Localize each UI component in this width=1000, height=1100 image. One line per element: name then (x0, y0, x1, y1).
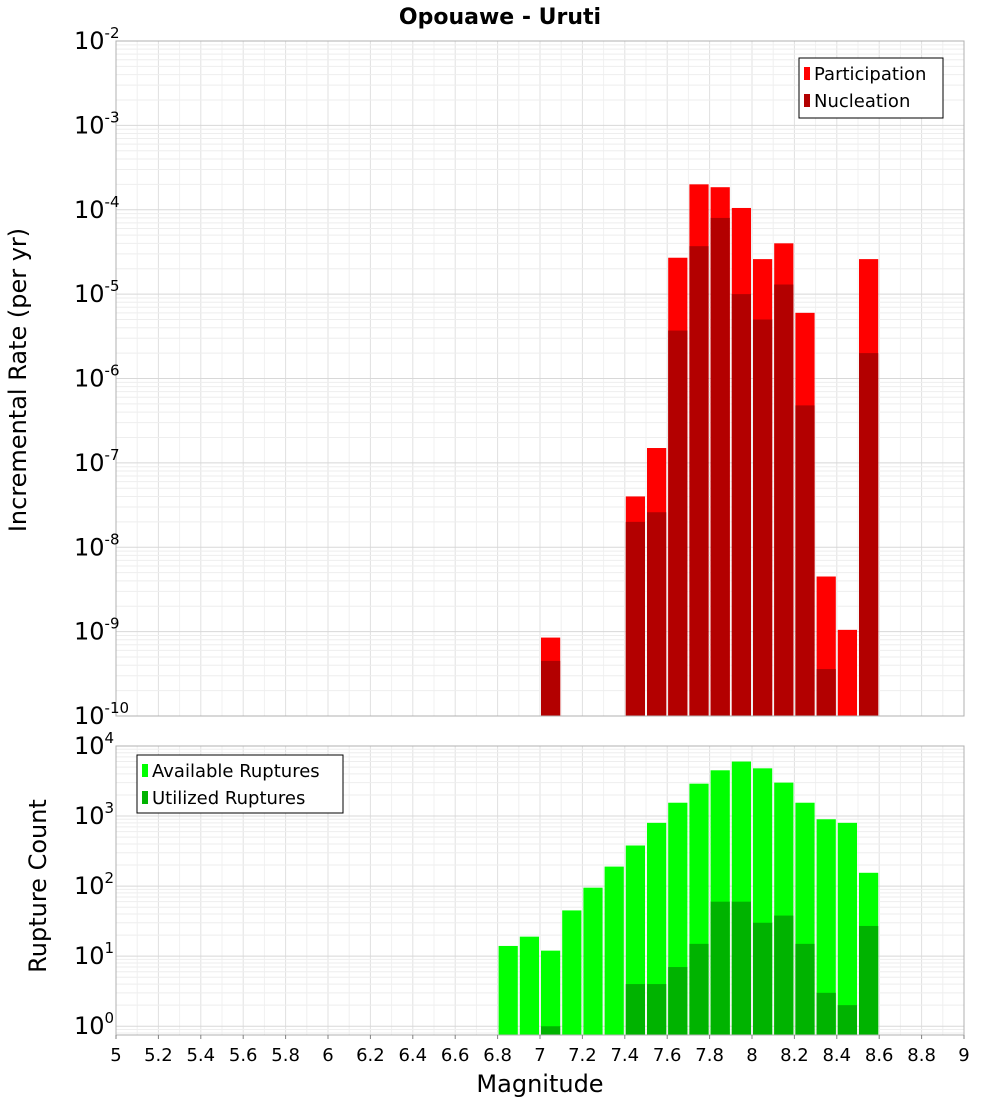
y-tick-label: 101 (74, 939, 114, 970)
bar (837, 629, 857, 716)
x-tick-label: 5.6 (229, 1045, 258, 1066)
grid (115, 40, 965, 717)
bar (774, 915, 794, 1035)
bar (859, 353, 879, 716)
bar (541, 950, 561, 1035)
legend-label: Nucleation (814, 91, 910, 112)
bar (583, 887, 603, 1035)
bar (541, 660, 561, 716)
x-tick-label: 7.8 (695, 1045, 724, 1066)
bar (816, 992, 836, 1035)
x-tick-label: 7 (534, 1045, 545, 1066)
legend-label: Utilized Ruptures (152, 788, 305, 809)
legend-label: Available Ruptures (152, 761, 320, 782)
x-tick-label: 5.4 (186, 1045, 215, 1066)
bar (753, 319, 773, 716)
y-tick-labels: 100 101 102 103 104 (74, 729, 114, 1040)
bar (519, 936, 539, 1035)
y-tick-label: 10-2 (74, 24, 120, 55)
x-tick-label: 8.2 (780, 1045, 809, 1066)
bar (731, 294, 751, 716)
bar (753, 922, 773, 1035)
series-utilized-ruptures (541, 901, 879, 1035)
bar (774, 284, 794, 716)
y-tick-label: 10-7 (74, 446, 120, 477)
x-tick-label: 5.2 (144, 1045, 173, 1066)
count-y-axis-label: Rupture Count (24, 799, 52, 973)
x-tick-label: 6.6 (441, 1045, 470, 1066)
bar (625, 521, 645, 716)
x-tick-label: 8.4 (822, 1045, 851, 1066)
y-tick-label: 10-3 (74, 108, 120, 139)
x-tick-label: 8.8 (907, 1045, 936, 1066)
x-tick-label: 8 (746, 1045, 757, 1066)
y-tick-label: 104 (74, 729, 114, 760)
x-tick-label: 7.4 (610, 1045, 639, 1066)
bar (604, 866, 624, 1035)
x-tick-label: 6.2 (356, 1045, 385, 1066)
y-tick-label: 10-10 (74, 699, 129, 730)
bar (710, 217, 730, 716)
bar (647, 822, 667, 1035)
bar (562, 910, 582, 1035)
bars (541, 184, 879, 717)
x-axis-label: Magnitude (476, 1070, 603, 1098)
y-tick-label: 100 (74, 1009, 114, 1040)
y-tick-label: 102 (74, 869, 114, 900)
legend-box (798, 57, 944, 119)
legend-swatch (142, 764, 148, 777)
x-tick-label: 7.6 (653, 1045, 682, 1066)
x-tick-label: 6.4 (398, 1045, 427, 1066)
y-tick-label: 103 (74, 799, 114, 830)
x-tick-labels: 5 5.2 5.4 5.6 5.8 6 6.2 6.4 6.6 6.8 7 7.2 7.4 7.6 7.8 8… (110, 1035, 970, 1066)
bar (668, 967, 688, 1035)
bar (668, 330, 688, 716)
x-tick-label: 9 (958, 1045, 969, 1066)
y-tick-label: 10-5 (74, 277, 120, 308)
bar (731, 901, 751, 1035)
y-tick-label: 10-4 (74, 193, 120, 224)
bar (837, 1005, 857, 1035)
bar (625, 984, 645, 1035)
bar (647, 512, 667, 716)
bar (816, 669, 836, 716)
bar (795, 943, 815, 1035)
y-tick-labels: 10-10 10-9 10-8 10-7 10-6 10-5 10-4 10-3 10-2 (74, 24, 129, 730)
rate-y-axis-label: Incremental Rate (per yr) (4, 228, 32, 532)
legend-box (136, 754, 344, 814)
bar (837, 822, 857, 1035)
bars (498, 761, 879, 1035)
bar (710, 901, 730, 1035)
bar (498, 945, 518, 1035)
bar (795, 405, 815, 716)
rate-plot: 10-10 10-9 10-8 10-7 10-6 10-5 10-4 10-3 10-2 Par… (74, 24, 965, 730)
chart-title: Opouawe - Uruti (399, 5, 601, 30)
bar (689, 246, 709, 716)
x-tick-label: 7.2 (568, 1045, 597, 1066)
legend-swatch (804, 67, 810, 80)
y-tick-label: 10-9 (74, 615, 120, 646)
legend-swatch (142, 791, 148, 804)
x-tick-label: 8.6 (865, 1045, 894, 1066)
bar (541, 1026, 561, 1035)
legend: Available Ruptures Utilized Ruptures (136, 754, 344, 814)
y-tick-label: 10-8 (74, 530, 120, 561)
x-tick-label: 6 (322, 1045, 333, 1066)
bar (859, 925, 879, 1035)
legend: Participation Nucleation (798, 57, 944, 119)
x-tick-label: 5 (110, 1045, 121, 1066)
legend-swatch (804, 94, 810, 107)
plot-frame (115, 40, 965, 717)
bar (689, 943, 709, 1035)
bar (816, 819, 836, 1035)
y-tick-label: 10-6 (74, 362, 120, 393)
rupture-count-plot: 100 101 102 103 104 5 5.2 5.4 5.6 5.8 6 6.2 6.4 6.6 6.… (74, 729, 970, 1066)
series-nucleation (541, 217, 879, 716)
x-tick-label: 6.8 (483, 1045, 512, 1066)
x-tick-label: 5.8 (271, 1045, 300, 1066)
bar (647, 984, 667, 1035)
legend-label: Participation (814, 64, 926, 85)
